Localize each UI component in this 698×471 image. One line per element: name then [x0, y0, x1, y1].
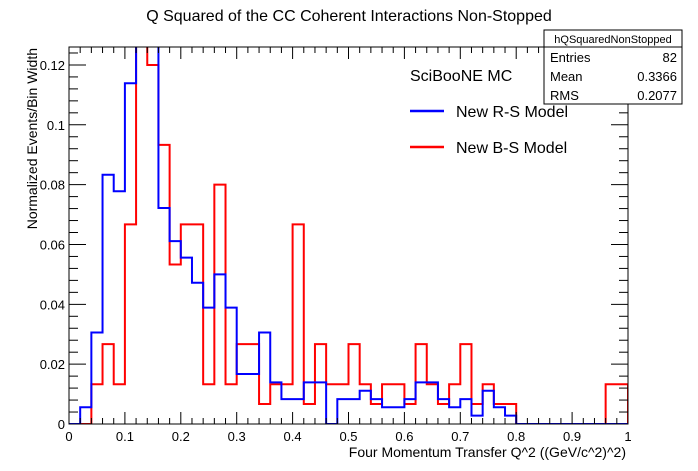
stats-box-title: hQSquaredNonStopped [554, 34, 671, 46]
stats-box-frame [543, 29, 683, 105]
y-axis-title: Normalized Events/Bin Width [24, 48, 40, 229]
x-tick-label: 0.8 [507, 429, 525, 444]
x-tick-label: 0 [65, 429, 72, 444]
chart-title: Q Squared of the CC Coherent Interaction… [146, 8, 552, 25]
stats-value-mean: 0.3366 [637, 69, 677, 84]
stats-label-rms: RMS [550, 88, 579, 103]
x-tick-label: 0.3 [228, 429, 246, 444]
x-tick-label: 0.2 [172, 429, 190, 444]
y-tick-label: 0.12 [40, 58, 65, 73]
y-tick-label: 0 [58, 417, 65, 432]
x-tick-label: 1 [624, 429, 631, 444]
stats-label-mean: Mean [550, 69, 583, 84]
legend-label-r-s: New R-S Model [456, 104, 568, 121]
x-tick-label: 0.5 [339, 429, 357, 444]
x-tick-label: 0.7 [451, 429, 469, 444]
legend-header: SciBooNE MC [410, 68, 512, 85]
stats-box: hQSquaredNonStopped Entries 82 Mean 0.33… [543, 29, 683, 105]
series-layer [69, 47, 628, 424]
stats-label-entries: Entries [550, 50, 591, 65]
y-tick-label: 0.04 [40, 297, 65, 312]
legend: SciBooNE MC New R-S Model New B-S Model [410, 68, 568, 157]
y-tick-label: 0.1 [47, 118, 65, 133]
stats-value-entries: 82 [663, 50, 677, 65]
y-tick-label: 0.06 [40, 237, 65, 252]
x-tick-label: 0.4 [284, 429, 302, 444]
x-tick-label: 0.9 [563, 429, 581, 444]
x-tick-label: 0.6 [395, 429, 413, 444]
legend-label-b-s: New B-S Model [456, 140, 567, 157]
y-tick-label: 0.08 [40, 178, 65, 193]
x-tick-label: 0.1 [116, 429, 134, 444]
stats-value-rms: 0.2077 [637, 88, 677, 103]
series-new-r-s-model [69, 47, 628, 424]
x-axis-title: Four Momentum Transfer Q^2 ((GeV/c^2)^2) [349, 444, 626, 460]
y-tick-label: 0.02 [40, 357, 65, 372]
